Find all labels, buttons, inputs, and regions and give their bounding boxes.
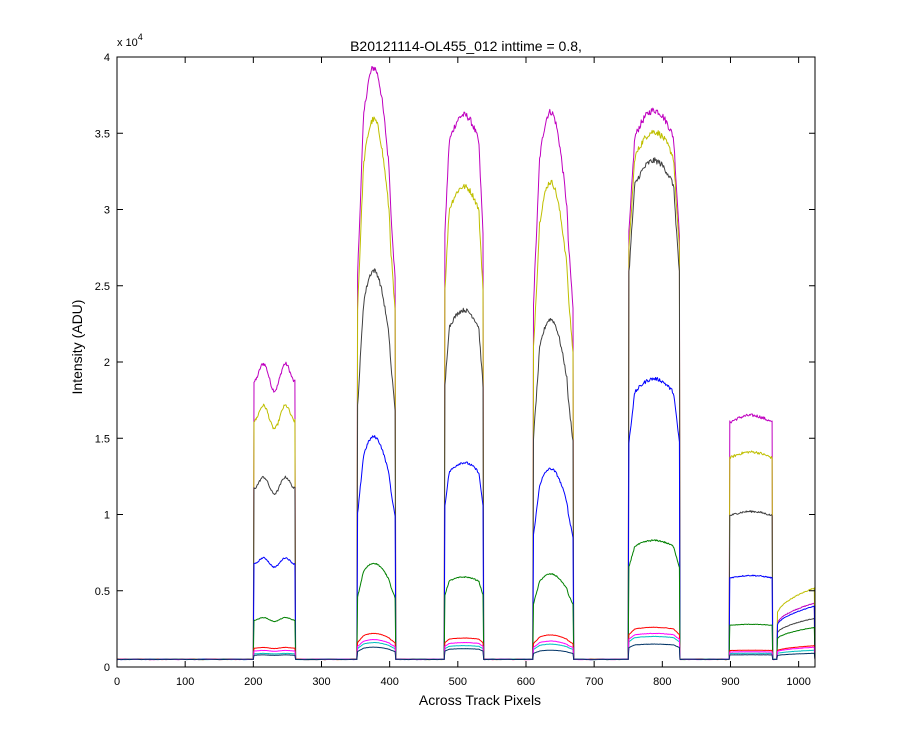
- x-tick-label: 400: [380, 676, 398, 688]
- y-tick-label: 2: [104, 357, 110, 369]
- y-tick-label: 4: [104, 52, 110, 64]
- y-tick-label: 0: [104, 662, 110, 674]
- y-tick-label: 1: [104, 510, 110, 522]
- x-tick-label: 300: [312, 676, 330, 688]
- x-tick-label: 0: [114, 676, 120, 688]
- y-exponent-power: 4: [138, 32, 143, 42]
- x-tick-label: 100: [176, 676, 194, 688]
- series-line: [116, 157, 816, 661]
- y-tick-label: 3.5: [95, 128, 110, 140]
- x-tick-label: 800: [653, 676, 671, 688]
- series-line: [116, 377, 816, 661]
- ticks-group: 0 100 200 300 400 500 600 700 800 900 1000 0 0.5 1 1.5…: [95, 52, 815, 688]
- x-tick-label: 900: [721, 676, 739, 688]
- y-axis-label: Intensity (ADU): [69, 300, 85, 395]
- x-tick-label: 500: [449, 676, 467, 688]
- x-tick-label: 700: [585, 676, 603, 688]
- y-tick-label: 3: [104, 205, 110, 217]
- y-tick-label: 1.5: [95, 433, 110, 445]
- chart-title: B20121114-OL455_012 inttime = 0.8,: [350, 38, 582, 54]
- series-line: [116, 626, 816, 661]
- x-tick-label: 1000: [786, 676, 810, 688]
- y-tick-label: 2.5: [95, 281, 110, 293]
- series-line: [117, 635, 816, 661]
- x-tick-label: 600: [517, 676, 535, 688]
- series-line: [116, 66, 816, 661]
- y-exponent-label: x 104: [117, 32, 143, 49]
- x-tick-label: 200: [244, 676, 262, 688]
- series-group: [116, 66, 816, 661]
- y-tick-label: 0.5: [95, 586, 110, 598]
- series-line: [117, 116, 816, 661]
- series-line: [116, 632, 816, 661]
- y-exponent-base: x 10: [117, 37, 138, 49]
- series-line: [116, 643, 816, 661]
- x-axis-label: Across Track Pixels: [419, 692, 541, 708]
- series-line: [116, 539, 816, 661]
